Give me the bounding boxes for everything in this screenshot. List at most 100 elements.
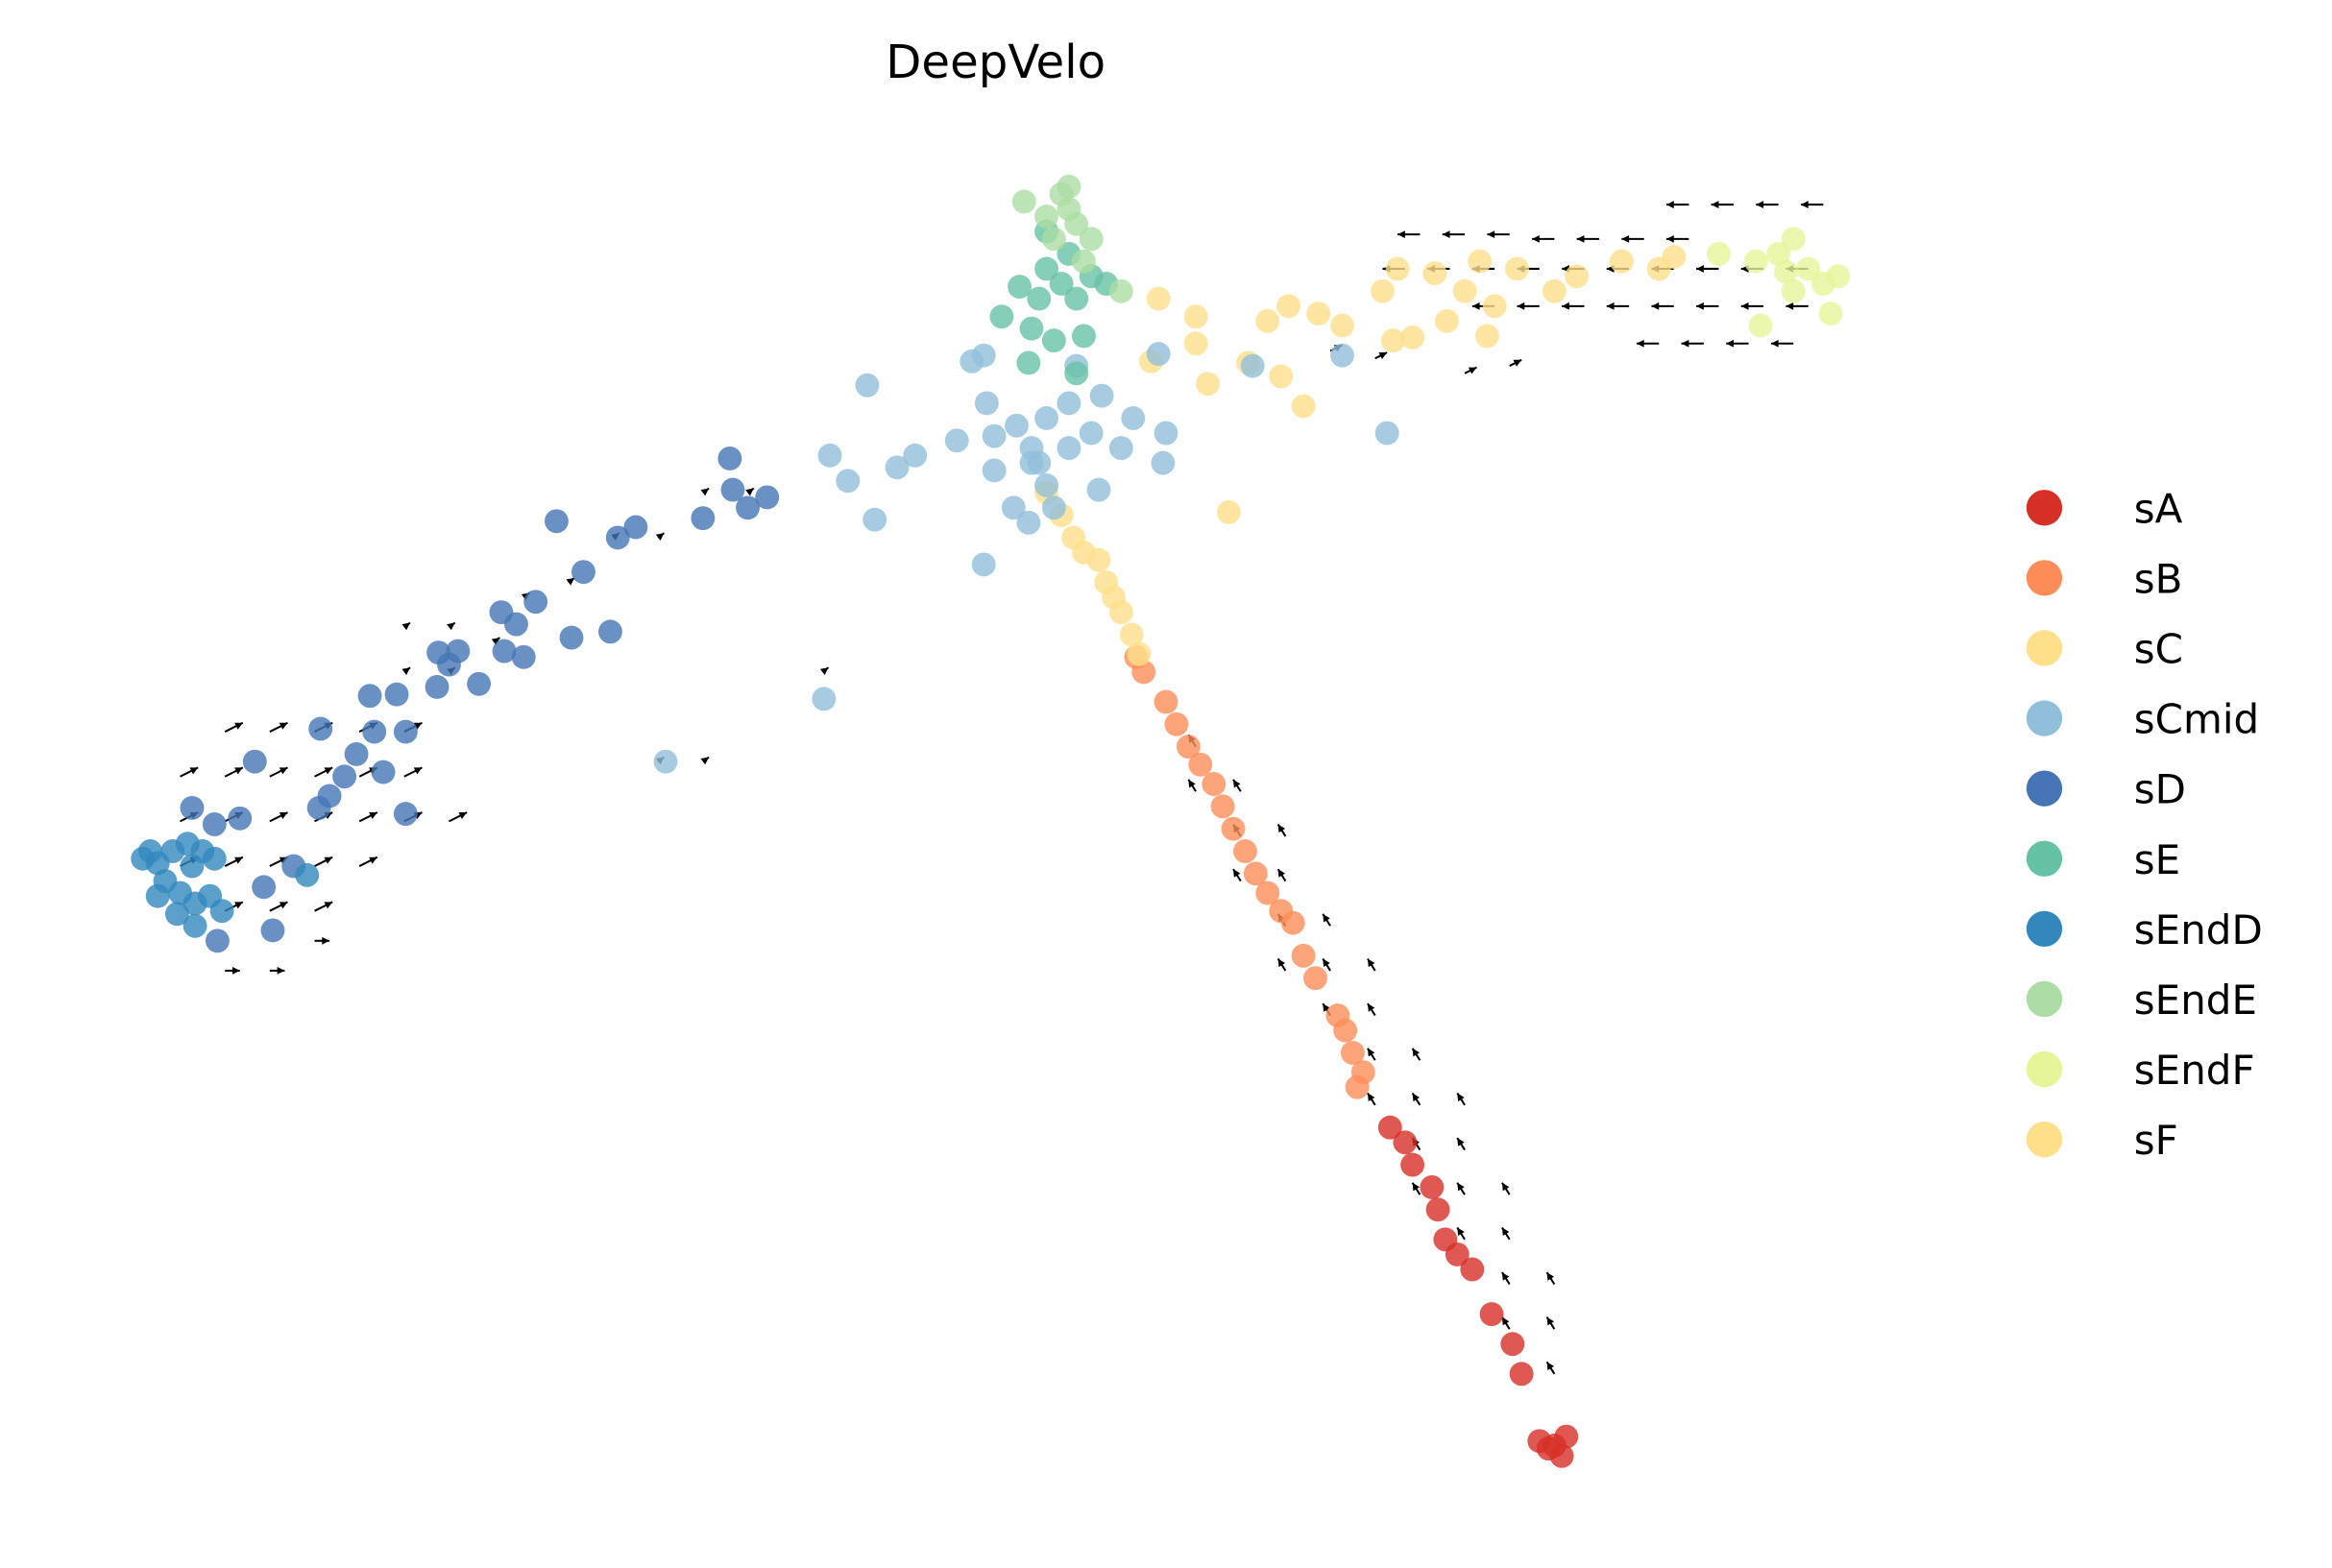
point-sC	[1119, 622, 1144, 647]
point-sA	[1420, 1174, 1445, 1199]
point-sEndF	[1743, 249, 1768, 274]
legend: sA sB sC sCmid sD sE sEndD sEndE sEndF s…	[2026, 485, 2263, 1164]
point-sD	[202, 812, 227, 836]
point-sA	[1554, 1424, 1579, 1449]
point-sC	[1127, 641, 1152, 666]
point-sCmid	[862, 507, 887, 532]
point-sEndF	[1706, 241, 1731, 266]
legend-item-sEndE: sEndE	[2026, 977, 2257, 1024]
point-sB	[1340, 1041, 1365, 1065]
point-sCmid	[1374, 421, 1399, 446]
legend-label: sEndE	[2134, 977, 2257, 1024]
point-sF	[1380, 328, 1405, 353]
legend-marker	[2026, 770, 2063, 807]
point-sA	[1400, 1152, 1425, 1177]
point-sEndE	[1041, 227, 1066, 252]
point-sE	[1016, 350, 1041, 375]
velocity-arrow	[1456, 1226, 1466, 1241]
velocity-arrow	[1666, 201, 1689, 208]
velocity-arrow	[1322, 913, 1331, 927]
legend-label: sD	[2134, 766, 2186, 813]
legend-item-sE: sE	[2026, 836, 2180, 883]
point-sE	[1008, 275, 1032, 300]
point-sCmid	[1154, 421, 1178, 446]
point-sE	[1019, 316, 1044, 341]
legend-label: sC	[2134, 626, 2183, 673]
velocity-arrow	[1411, 1048, 1421, 1061]
point-sCmid	[1005, 413, 1029, 438]
point-sEndF	[1826, 264, 1851, 289]
legend-label: sE	[2134, 836, 2180, 883]
point-sF	[1452, 278, 1477, 303]
point-sCmid	[1057, 436, 1081, 461]
point-sEndD	[295, 862, 320, 887]
point-sC	[1255, 308, 1280, 333]
velocity-arrow	[1756, 201, 1779, 208]
point-sC	[1269, 364, 1294, 389]
point-sC	[1276, 294, 1300, 319]
velocity-arrow	[1411, 1092, 1421, 1106]
point-sCmid	[1151, 450, 1176, 475]
legend-item-sD: sD	[2026, 766, 2186, 813]
point-sF	[1400, 326, 1425, 350]
point-sD	[559, 625, 584, 650]
point-sEndD	[137, 839, 162, 863]
velocity-arrow	[491, 637, 500, 645]
point-sCmid	[885, 455, 910, 480]
point-sD	[571, 560, 595, 585]
point-sCmid	[812, 687, 837, 712]
legend-item-sF: sF	[2026, 1117, 2178, 1164]
legend-label: sF	[2134, 1117, 2178, 1164]
point-sEndE	[1057, 197, 1081, 222]
velocity-arrow	[314, 901, 333, 912]
point-sEndF	[1766, 241, 1791, 266]
point-sCmid	[982, 458, 1007, 483]
point-sCmid	[1079, 421, 1104, 446]
velocity-arrow	[1517, 302, 1540, 310]
point-sF	[1609, 249, 1634, 274]
velocity-arrow	[180, 766, 199, 778]
point-sD	[467, 671, 492, 696]
point-sD	[252, 875, 277, 900]
point-sD	[511, 644, 536, 669]
velocity-arrow	[1545, 1361, 1556, 1375]
point-sD	[384, 682, 409, 707]
velocity-arrow	[1456, 1092, 1466, 1106]
point-sEndD	[182, 913, 207, 938]
point-sB	[1164, 712, 1189, 736]
velocity-arrow	[1232, 779, 1242, 792]
point-sB	[1243, 861, 1268, 886]
point-sEndD	[145, 883, 170, 908]
point-sEndE	[1108, 278, 1133, 303]
velocity-arrow	[314, 936, 330, 945]
point-sA	[1500, 1332, 1525, 1357]
point-sCmid	[653, 749, 678, 774]
point-sC	[1086, 547, 1111, 572]
point-sE	[1064, 286, 1089, 311]
point-sE	[1027, 286, 1052, 311]
point-sD	[317, 784, 342, 808]
point-sEndD	[209, 899, 234, 924]
point-sD	[205, 929, 230, 953]
velocity-arrow	[1711, 201, 1734, 208]
velocity-arrow	[745, 487, 755, 496]
velocity-arrow	[1187, 779, 1197, 792]
point-sD	[242, 749, 267, 774]
point-sC	[1291, 394, 1316, 419]
velocity-arrow	[269, 766, 288, 778]
velocity-arrow	[1532, 234, 1555, 243]
velocity-arrow	[1651, 302, 1674, 310]
point-sCmid	[817, 443, 842, 468]
point-sEndF	[1748, 313, 1773, 338]
point-sF	[1474, 324, 1499, 349]
velocity-arrow	[1785, 302, 1809, 310]
point-sB	[1188, 752, 1213, 777]
velocity-arrow	[1464, 366, 1477, 374]
point-sCmid	[982, 423, 1007, 448]
point-sCmid	[974, 391, 999, 416]
point-sB	[1221, 816, 1246, 841]
point-sCmid	[1016, 510, 1041, 535]
point-sCmid	[1057, 391, 1081, 416]
point-sCmid	[1034, 406, 1059, 430]
